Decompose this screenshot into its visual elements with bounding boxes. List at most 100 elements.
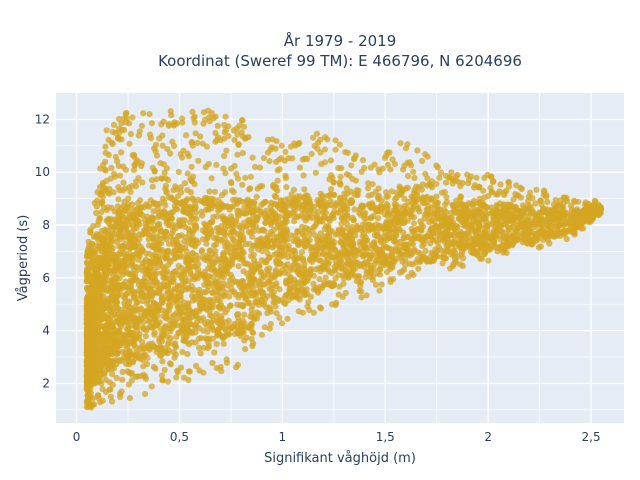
data-point <box>422 151 429 158</box>
data-point <box>253 193 260 200</box>
data-point <box>439 260 446 267</box>
data-point <box>459 262 466 269</box>
data-point <box>230 241 237 248</box>
data-point <box>284 315 291 322</box>
data-point <box>494 203 501 210</box>
data-point <box>450 247 457 254</box>
data-point <box>296 164 303 171</box>
data-point <box>352 227 359 234</box>
data-point <box>111 225 118 232</box>
data-point <box>222 127 229 134</box>
data-point <box>437 169 444 176</box>
data-point <box>213 313 220 321</box>
data-point <box>178 232 185 239</box>
data-point <box>139 298 146 305</box>
data-point <box>278 320 286 327</box>
data-point <box>363 258 370 266</box>
data-point <box>301 186 308 193</box>
data-point <box>332 299 340 306</box>
data-point <box>144 218 151 225</box>
data-point <box>404 184 411 191</box>
data-point <box>101 348 108 355</box>
data-point <box>445 246 452 253</box>
data-point <box>266 265 273 272</box>
data-point <box>210 289 217 296</box>
data-point <box>301 269 308 276</box>
data-point <box>158 269 165 277</box>
data-point <box>554 213 561 220</box>
data-point <box>382 243 389 250</box>
data-point <box>252 282 259 289</box>
data-point <box>140 319 147 326</box>
data-point <box>320 194 327 201</box>
data-point <box>148 312 155 319</box>
data-point <box>146 250 153 257</box>
data-point <box>455 239 462 246</box>
data-point <box>142 373 149 380</box>
data-point <box>239 117 246 124</box>
data-point <box>172 254 179 261</box>
data-point <box>321 146 329 153</box>
data-point <box>242 174 249 181</box>
data-point <box>297 239 304 247</box>
data-point <box>165 296 172 303</box>
data-point <box>171 354 178 361</box>
data-point <box>467 207 474 214</box>
data-point <box>242 223 249 230</box>
data-point <box>475 183 483 191</box>
data-point <box>85 238 92 245</box>
data-point <box>180 198 187 205</box>
data-point <box>416 208 423 215</box>
data-point <box>103 177 110 184</box>
data-point <box>229 221 236 229</box>
data-point <box>216 331 223 338</box>
data-point <box>394 255 401 262</box>
data-point <box>481 174 488 181</box>
data-point <box>129 276 136 283</box>
data-point <box>245 261 252 268</box>
data-point <box>200 109 207 116</box>
data-point <box>228 165 235 172</box>
data-point <box>541 187 548 194</box>
data-point <box>204 336 211 343</box>
data-point <box>147 318 154 326</box>
data-point <box>358 261 365 268</box>
data-point <box>450 239 457 246</box>
data-point <box>328 186 335 193</box>
data-point <box>527 189 534 196</box>
data-point <box>441 217 448 224</box>
data-point <box>188 163 195 170</box>
data-point <box>149 164 156 171</box>
data-point <box>312 169 319 176</box>
data-point <box>154 308 161 315</box>
data-point <box>102 376 109 383</box>
data-point <box>320 249 327 256</box>
data-point <box>129 201 136 208</box>
data-point <box>278 253 286 260</box>
data-point <box>130 265 138 273</box>
data-point <box>318 161 325 168</box>
data-point <box>118 357 125 364</box>
data-point <box>440 254 447 261</box>
data-point <box>110 170 118 177</box>
data-point <box>287 232 295 239</box>
data-point <box>384 161 391 168</box>
data-point <box>133 295 140 302</box>
data-point <box>209 359 216 367</box>
data-point <box>370 225 377 232</box>
data-point <box>458 218 465 225</box>
data-point <box>257 268 264 276</box>
data-point <box>142 390 149 398</box>
data-point <box>132 271 139 278</box>
data-point <box>197 350 204 357</box>
data-point <box>173 374 180 381</box>
data-point <box>137 306 144 313</box>
data-point <box>122 278 129 285</box>
data-point <box>128 290 135 297</box>
data-point <box>348 269 355 277</box>
data-point <box>402 261 409 268</box>
data-point <box>448 169 455 176</box>
data-point <box>582 201 589 208</box>
data-point <box>176 310 183 317</box>
